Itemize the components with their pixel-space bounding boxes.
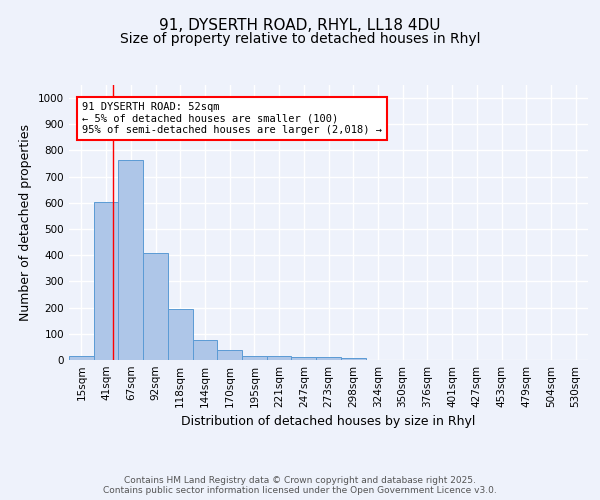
Text: 91 DYSERTH ROAD: 52sqm
← 5% of detached houses are smaller (100)
95% of semi-det: 91 DYSERTH ROAD: 52sqm ← 5% of detached … (82, 102, 382, 135)
Text: 91, DYSERTH ROAD, RHYL, LL18 4DU: 91, DYSERTH ROAD, RHYL, LL18 4DU (159, 18, 441, 32)
Bar (341, 358, 365, 360)
Bar (168, 310, 193, 360)
Text: Size of property relative to detached houses in Rhyl: Size of property relative to detached ho… (120, 32, 480, 46)
Bar (242, 356, 267, 360)
Bar (143, 252, 168, 360)
Y-axis label: Number of detached properties: Number of detached properties (19, 124, 32, 321)
Bar (69, 356, 94, 360)
Bar (118, 160, 143, 360)
Bar (316, 356, 341, 360)
Bar (217, 350, 242, 360)
Bar (193, 340, 217, 360)
Bar (292, 357, 316, 360)
Bar (267, 356, 292, 360)
X-axis label: Distribution of detached houses by size in Rhyl: Distribution of detached houses by size … (181, 416, 476, 428)
Text: Contains HM Land Registry data © Crown copyright and database right 2025.
Contai: Contains HM Land Registry data © Crown c… (103, 476, 497, 495)
Bar (94, 202, 118, 360)
